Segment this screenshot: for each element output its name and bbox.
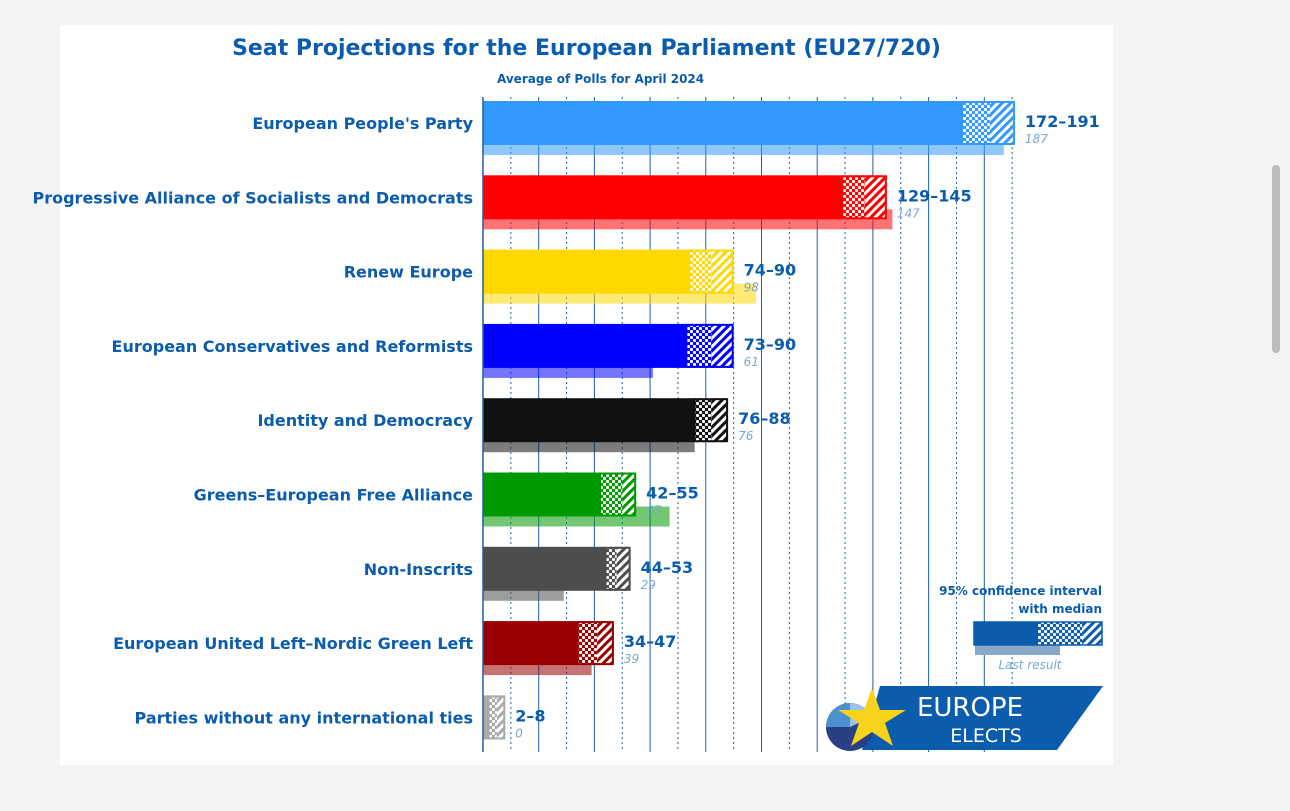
- bar-solid: [483, 546, 606, 591]
- bar-outline: [576, 621, 614, 666]
- bar-outline: [693, 398, 729, 443]
- last-result-label: 0: [515, 726, 523, 740]
- range-label: 42–55: [646, 484, 699, 503]
- range-label: 73–90: [744, 335, 797, 354]
- scrollbar[interactable]: [1272, 165, 1280, 353]
- range-label: 74–90: [744, 261, 797, 280]
- ci-bar: [483, 695, 506, 740]
- range-label: 2–8: [515, 706, 545, 725]
- legend-title-2: with median: [1018, 602, 1102, 616]
- bar-outline: [688, 249, 734, 294]
- last-result-label: 61: [744, 355, 759, 369]
- bar-crosshatch: [694, 398, 712, 443]
- category-label: Progressive Alliance of Socialists and D…: [32, 188, 473, 207]
- ci-bar: [483, 621, 614, 666]
- category-label: European United Left–Nordic Green Left: [113, 634, 473, 653]
- range-label: 44–53: [641, 558, 694, 577]
- bar-solid: [483, 323, 687, 368]
- bar-hatch: [864, 175, 887, 220]
- category-label: Parties without any international ties: [135, 708, 473, 727]
- logo-banner: [862, 686, 1103, 750]
- logo-text-europe: EUROPE: [917, 693, 1023, 723]
- ci-bar: [483, 323, 734, 368]
- bar-outline: [841, 175, 887, 220]
- category-label: European Conservatives and Reformists: [112, 337, 473, 356]
- bar-hatch: [711, 398, 729, 443]
- ci-bar: [483, 398, 729, 443]
- bar-solid: [483, 398, 695, 443]
- bar-crosshatch: [599, 472, 623, 517]
- ci-bar: [483, 472, 637, 517]
- last-result-label: 187: [1025, 132, 1048, 146]
- bar-outline: [604, 546, 631, 591]
- bar-crosshatch: [577, 621, 598, 666]
- bar-hatch: [711, 323, 734, 368]
- range-label: 34–47: [624, 632, 677, 651]
- last-result-label: 98: [744, 281, 760, 295]
- bar-outline: [598, 472, 637, 517]
- range-label: 129–145: [897, 186, 972, 205]
- legend-title: 95% confidence interval: [939, 584, 1102, 598]
- legend-hatch-swatch: [1082, 622, 1102, 645]
- bar-solid: [483, 175, 843, 220]
- legend-outline: [973, 621, 1103, 646]
- bar-outline: [685, 323, 734, 368]
- bar-solid: [483, 695, 489, 740]
- legend-solid-swatch: [974, 622, 1038, 645]
- ci-bar: [483, 101, 1015, 145]
- bar-hatch: [496, 695, 506, 740]
- legend-last-result-label: Last result: [998, 658, 1062, 672]
- bar-crosshatch: [962, 101, 990, 145]
- bar-crosshatch: [842, 175, 865, 220]
- logo-star-icon: [838, 688, 906, 746]
- bar-crosshatch: [605, 546, 617, 591]
- bar-crosshatch: [488, 695, 497, 740]
- last-result-label: 147: [897, 206, 920, 220]
- bar-hatch: [622, 472, 637, 517]
- range-label: 76–88: [738, 409, 791, 428]
- category-label: Identity and Democracy: [257, 411, 473, 430]
- chart-subtitle: Average of Polls for April 2024: [497, 72, 705, 86]
- bar-outline: [487, 695, 506, 740]
- category-label: Renew Europe: [344, 263, 473, 282]
- last-result-label: 76: [738, 429, 754, 443]
- last-result-label: 67: [646, 504, 662, 518]
- ci-bar: [483, 175, 887, 220]
- bar-hatch: [616, 546, 631, 591]
- chart-title: Seat Projections for the European Parlia…: [232, 36, 941, 61]
- bar-crosshatch: [686, 323, 712, 368]
- bar-hatch: [597, 621, 614, 666]
- ci-bar: [483, 249, 734, 294]
- bar-hatch: [989, 101, 1015, 145]
- last-result-label: 39: [624, 652, 639, 666]
- category-label: Non-Inscrits: [364, 560, 473, 579]
- bar-solid: [483, 249, 690, 294]
- ci-bar: [483, 546, 631, 591]
- bar-solid: [483, 472, 600, 517]
- category-label: Greens–European Free Alliance: [194, 486, 473, 505]
- category-label: European People's Party: [252, 114, 473, 133]
- bar-outline: [961, 101, 1015, 145]
- bar-solid: [483, 621, 578, 666]
- bar-crosshatch: [689, 249, 712, 294]
- range-label: 172–191: [1025, 112, 1100, 131]
- logo-text-elects: ELECTS: [950, 725, 1022, 747]
- legend-crosshatch-swatch: [1038, 622, 1082, 645]
- bar-hatch: [711, 249, 734, 294]
- last-result-label: 29: [641, 578, 656, 592]
- bar-solid: [483, 101, 963, 145]
